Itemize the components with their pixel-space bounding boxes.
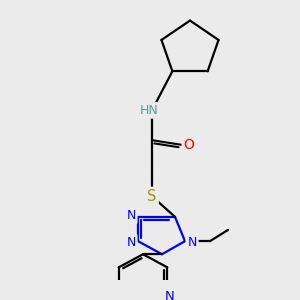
Text: HN: HN [140, 104, 158, 117]
Text: N: N [164, 290, 174, 300]
Text: O: O [184, 138, 194, 152]
Text: S: S [147, 189, 157, 204]
Text: N: N [126, 236, 136, 249]
Text: N: N [126, 209, 136, 222]
Text: N: N [187, 236, 197, 249]
